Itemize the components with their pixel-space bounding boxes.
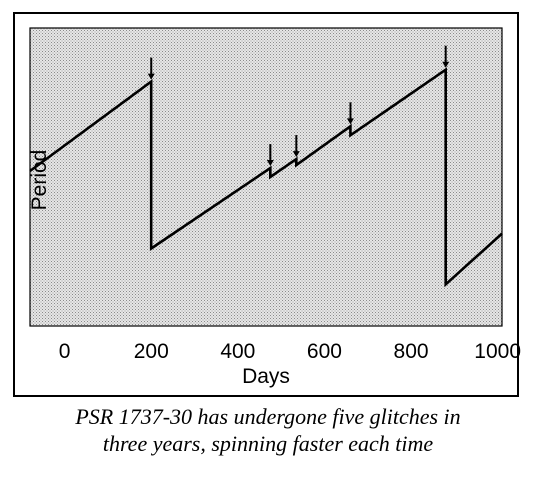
caption-line-2: three years, spinning faster each time	[102, 431, 434, 456]
x-tick-label: 400	[220, 340, 255, 363]
plot-area	[29, 27, 503, 327]
x-tick-label: 800	[394, 340, 429, 363]
glitch-arrow	[266, 144, 274, 167]
caption-line-1: PSR 1737-30 has undergone five glitches …	[75, 404, 461, 429]
figure-caption: PSR 1737-30 has undergone five glitches …	[0, 403, 536, 457]
x-tick-label: 0	[59, 340, 71, 363]
x-tick-label: 1000	[474, 340, 521, 363]
x-tick-labels: 0 200 400 600 800 1000	[59, 340, 521, 363]
x-tick-label: 600	[307, 340, 342, 363]
glitch-markers	[147, 45, 450, 167]
period-series-line	[29, 67, 503, 288]
y-axis-label: Period	[28, 150, 51, 211]
glitch-arrow	[147, 57, 155, 80]
glitch-arrow	[292, 135, 300, 158]
glitch-arrow	[346, 102, 354, 125]
series-layer	[29, 67, 503, 288]
glitch-arrow	[442, 45, 450, 68]
x-axis-label: Days	[242, 365, 290, 388]
x-tick-label: 200	[134, 340, 169, 363]
